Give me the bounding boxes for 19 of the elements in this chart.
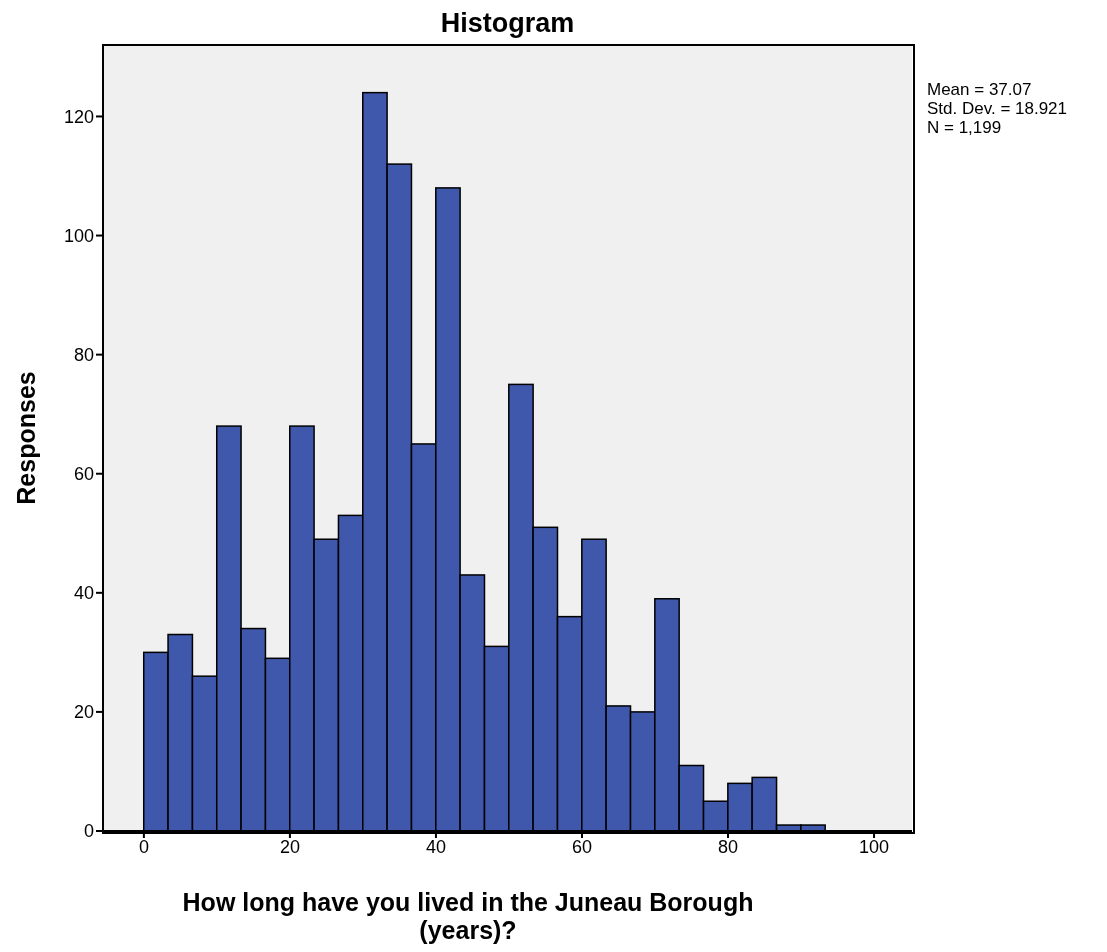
y-tick-label: 80: [73, 345, 94, 366]
y-tick-label: 120: [63, 106, 94, 127]
x-tick-label: 20: [279, 836, 300, 857]
y-tick-label: 60: [73, 464, 94, 485]
chart-title: Histogram: [439, 8, 576, 39]
text: N = 1,199: [927, 118, 1003, 137]
x-tick-label: 40: [425, 836, 446, 857]
y-axis-title: Responses: [11, 371, 40, 505]
x-axis-title: How long have you lived in the Juneau Borough (years)?: [181, 888, 755, 944]
y-tick-label: 20: [73, 702, 94, 723]
x-tick-label: 80: [717, 836, 739, 857]
x-tick-label: 60: [571, 836, 592, 857]
text: Std. Dev. = 18.921: [927, 99, 1068, 118]
x-tick-label: 100: [859, 836, 890, 857]
x-tick-label: 0: [138, 836, 149, 857]
y-tick-label: 0: [83, 821, 94, 842]
y-tick-label: 40: [73, 583, 94, 604]
text: Mean = 37.07: [927, 80, 1033, 99]
y-tick-label: 100: [63, 225, 94, 246]
